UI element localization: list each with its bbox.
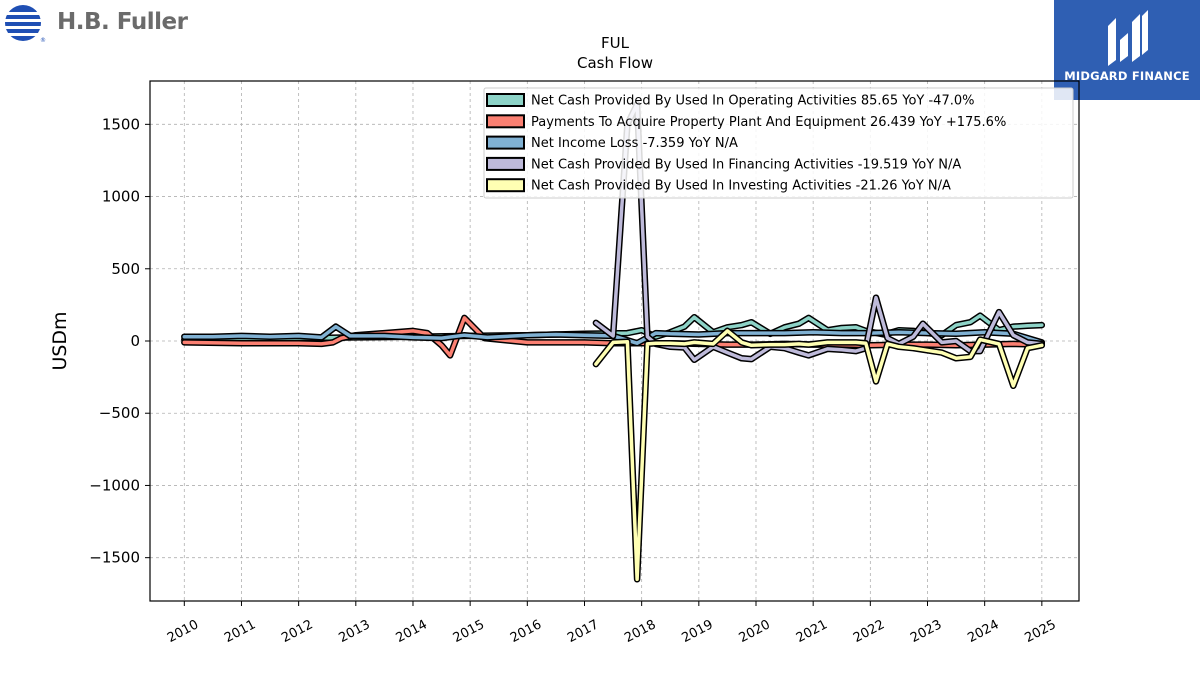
x-tick-label: 2022 — [851, 617, 887, 646]
y-tick-label: −1000 — [89, 476, 140, 494]
partner-name: MIDGARD FINANCE — [1064, 69, 1190, 83]
svg-text:®: ® — [40, 37, 46, 44]
series-line-5 — [594, 329, 1044, 582]
series-layer — [181, 100, 1046, 583]
y-tick-label: 1000 — [102, 188, 140, 206]
legend-label-2: Payments To Acquire Property Plant And E… — [531, 115, 1006, 130]
legend-label-1: Net Cash Provided By Used In Operating A… — [531, 94, 974, 109]
midgard-mark-icon — [1108, 10, 1148, 66]
x-tick-label: 2012 — [279, 617, 315, 646]
x-tick-label: 2020 — [737, 617, 773, 646]
legend-swatch-2 — [486, 114, 525, 129]
y-tick-label: 0 — [130, 332, 140, 350]
x-tick-label: 2011 — [222, 617, 258, 646]
x-tick-label: 2019 — [679, 617, 715, 646]
x-tick-label: 2017 — [565, 617, 601, 646]
x-tick-label: 2014 — [394, 617, 430, 646]
x-tick-label: 2025 — [1022, 617, 1058, 646]
legend-label-5: Net Cash Provided By Used In Investing A… — [531, 179, 951, 194]
x-tick-label: 2013 — [336, 617, 372, 646]
legend-swatch-4 — [486, 156, 525, 171]
y-tick-label: −500 — [99, 404, 140, 422]
chart-subtitle: Cash Flow — [577, 54, 653, 72]
x-tick-label: 2018 — [622, 617, 658, 646]
hb-fuller-logo: ® — [4, 5, 46, 44]
y-tick-label: 500 — [111, 260, 140, 278]
legend-label-3: Net Income Loss -7.359 YoY N/A — [531, 136, 738, 151]
x-tick-label: 2023 — [908, 617, 944, 646]
legend-swatch-5 — [486, 178, 525, 193]
x-tick-label: 2010 — [165, 617, 201, 646]
y-axis-label: USDm — [49, 311, 71, 370]
x-tick-label: 2024 — [965, 617, 1001, 646]
legend: Net Cash Provided By Used In Operating A… — [483, 87, 1074, 199]
legend-swatch-3 — [486, 135, 525, 150]
company-name: H.B. Fuller — [57, 9, 188, 35]
x-tick-label: 2016 — [508, 617, 544, 646]
legend-swatch-1 — [486, 93, 525, 107]
x-ticks: 2010 2011 2012 2013 2014 2015 2016 2017 2018 2019… — [165, 601, 1059, 646]
legend-box — [483, 87, 1074, 199]
chart-title: FUL — [601, 34, 630, 52]
y-tick-label: −1500 — [89, 549, 140, 567]
x-tick-label: 2015 — [451, 617, 487, 646]
midgard-finance-logo: MIDGARD FINANCE — [1054, 0, 1200, 100]
x-tick-label: 2021 — [794, 617, 830, 646]
legend-label-4: Net Cash Provided By Used In Financing A… — [531, 157, 961, 172]
y-ticks: −1500 −1000 −500 0 500 1000 1500 — [89, 115, 150, 567]
y-tick-label: 1500 — [102, 115, 140, 133]
series-outline-5 — [592, 327, 1046, 583]
